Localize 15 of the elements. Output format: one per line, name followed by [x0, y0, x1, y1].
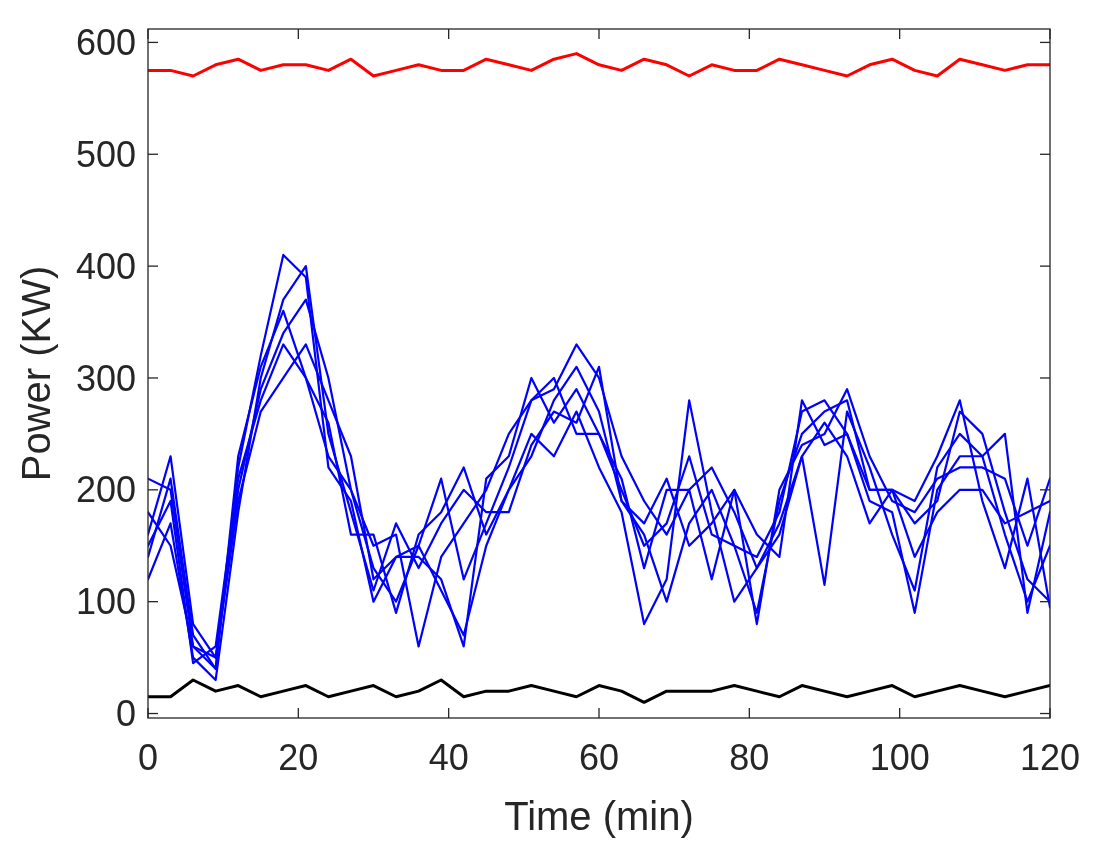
x-tick-label: 20 [278, 737, 319, 778]
x-tick-label: 60 [578, 737, 620, 778]
x-axis-title: Time (min) [504, 794, 694, 838]
x-tick-label: 120 [1019, 737, 1081, 778]
y-tick-label: 600 [75, 22, 136, 64]
y-tick-label: 500 [75, 133, 136, 175]
y-tick-label: 300 [75, 357, 136, 399]
x-tick-label: 100 [869, 737, 930, 778]
x-tick-label: 40 [428, 737, 469, 778]
x-tick-label: 80 [729, 737, 770, 778]
y-tick-label: 0 [115, 693, 136, 735]
y-tick-label: 100 [75, 581, 136, 623]
y-tick-label: 400 [75, 245, 136, 287]
y-axis-title: Power (KW) [14, 265, 58, 482]
y-tick-label: 200 [75, 469, 136, 511]
